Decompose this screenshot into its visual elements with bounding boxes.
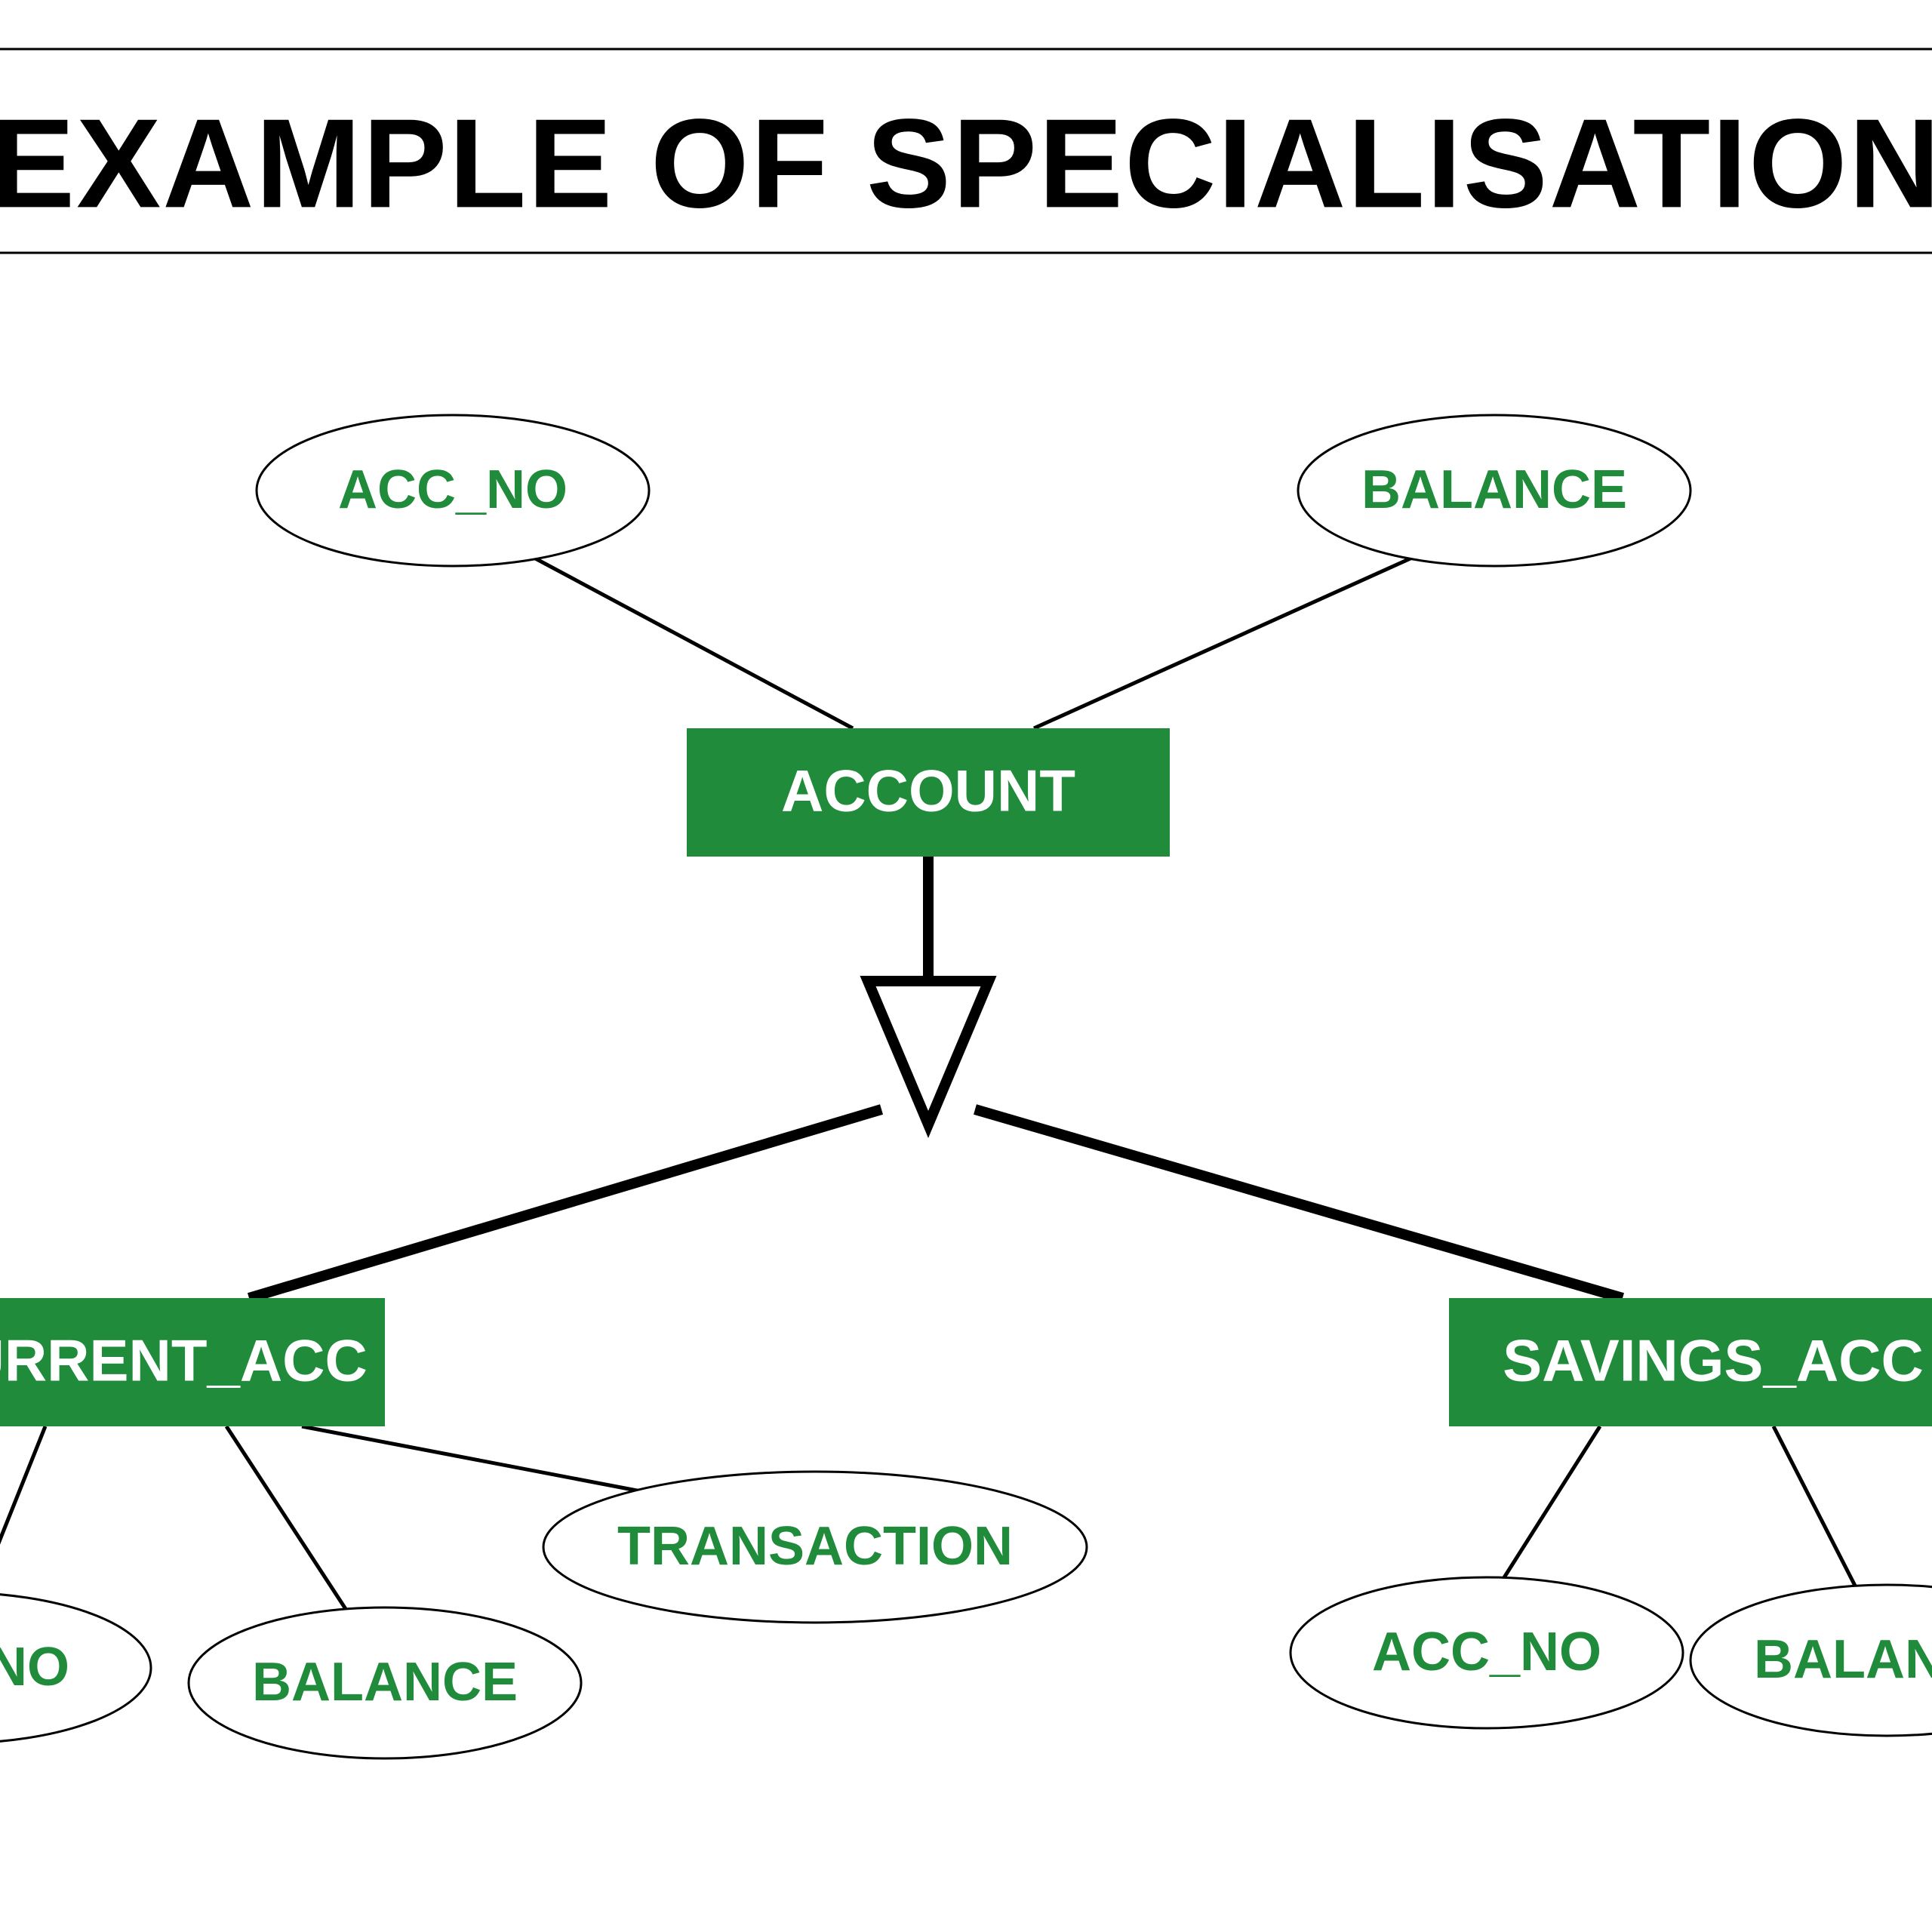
isa-edge	[249, 1109, 881, 1298]
attr-acc_no_l-label: ACC_NO	[0, 1637, 69, 1697]
attr-balance_r-label: BALANCE	[1754, 1629, 1932, 1690]
attr-acc_no_top-label: ACC_NO	[338, 460, 568, 520]
entity-account-label: ACCOUNT	[781, 758, 1075, 824]
attr-balance_l-label: BALANCE	[252, 1652, 518, 1712]
attr-edge	[1034, 555, 1419, 728]
entity-current_acc-label: CURRENT_ACC	[0, 1327, 368, 1394]
isa-triangle-icon	[868, 981, 989, 1124]
page-title: EXAMPLE OF SPECIALISATION	[0, 92, 1932, 234]
attr-edge	[528, 555, 853, 728]
attr-edge	[0, 1426, 45, 1596]
attr-edge	[302, 1426, 657, 1494]
attr-edge	[226, 1426, 347, 1611]
attr-transaction-label: TRANSACTION	[617, 1516, 1013, 1577]
attr-edge	[1774, 1426, 1857, 1589]
isa-edge	[975, 1109, 1623, 1298]
entity-savings_acc-label: SAVINGS_ACC	[1503, 1327, 1924, 1394]
attr-balance_top-label: BALANCE	[1361, 460, 1627, 520]
attr-acc_no_r-label: ACC_NO	[1372, 1622, 1601, 1682]
attr-edge	[1502, 1426, 1600, 1581]
